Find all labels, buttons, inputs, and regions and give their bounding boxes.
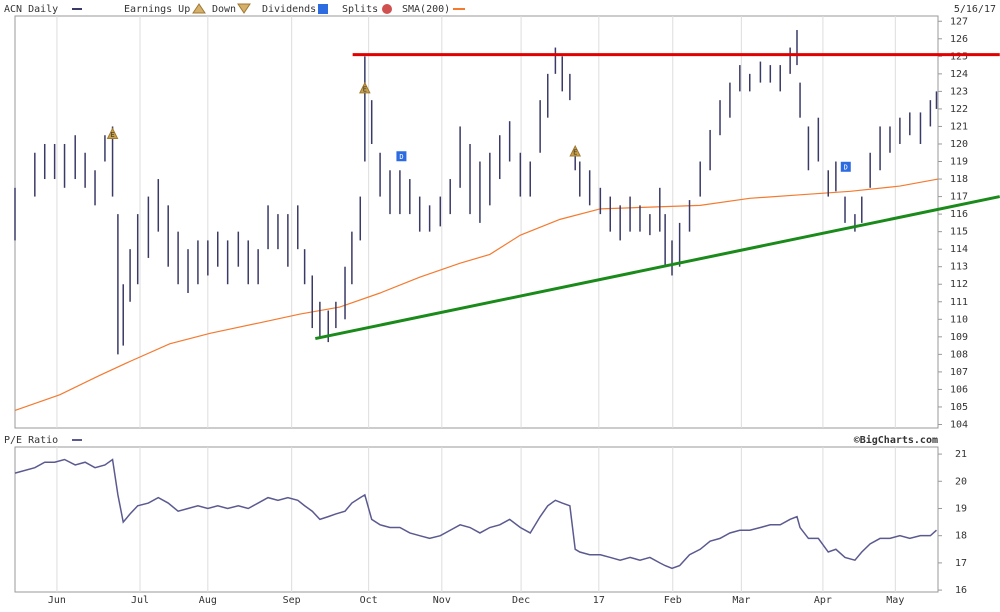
credit: ©BigCharts.com (854, 434, 938, 446)
y-tick-label: 126 (950, 34, 968, 45)
y-tick-label: 121 (950, 121, 968, 132)
y-tick-label: 114 (950, 244, 968, 255)
y-tick-label: 120 (950, 139, 968, 150)
dividend-label: D (844, 163, 848, 171)
earnings-label: E (110, 131, 114, 139)
y-tick-label: 108 (950, 349, 968, 360)
legend-label: Splits (342, 4, 378, 15)
dividend-marker (396, 151, 407, 162)
legend-icon (237, 3, 251, 14)
y-tick-label: 104 (950, 419, 968, 430)
y-tick-label: 123 (950, 86, 968, 97)
legend-label: SMA(200) (402, 4, 450, 15)
date-label: 5/16/17 (954, 4, 996, 15)
x-tick-label: Dec (512, 595, 530, 606)
chart-title: ACN Daily (4, 4, 58, 15)
x-tick-label: Jul (131, 595, 149, 606)
y-tick-label: 127 (950, 16, 968, 27)
legend-label: Down (212, 4, 236, 15)
x-tick-label: Feb (664, 595, 682, 606)
earnings-label: E (363, 85, 367, 93)
price-panel (14, 15, 939, 429)
x-tick-label: Nov (433, 595, 451, 606)
pe-panel (14, 446, 939, 593)
y-tick-label: 17 (955, 558, 967, 569)
y-tick-label: 122 (950, 104, 968, 115)
x-tick-label: Mar (732, 595, 750, 606)
legend-icon (192, 3, 206, 14)
pe-title: P/E Ratio (4, 435, 58, 446)
y-tick-label: 113 (950, 262, 968, 273)
legend-icon (382, 4, 392, 14)
pe-line (14, 458, 937, 570)
earnings-marker (569, 144, 582, 157)
y-tick-label: 118 (950, 174, 968, 185)
x-tick-label: Sep (283, 595, 301, 606)
y-tick-label: 18 (955, 531, 967, 542)
y-tick-label: 109 (950, 332, 968, 343)
y-tick-label: 125 (950, 51, 968, 62)
dividend-marker (840, 161, 851, 172)
y-tick-label: 119 (950, 157, 968, 168)
y-tick-label: 105 (950, 402, 968, 413)
y-tick-label: 19 (955, 503, 967, 514)
x-tick-label: 17 (593, 595, 605, 606)
earnings-marker (106, 127, 119, 139)
x-tick-label: May (886, 595, 904, 606)
legend-label: Dividends (262, 4, 316, 15)
legend-label: Earnings Up (124, 4, 190, 15)
y-tick-label: 116 (950, 209, 968, 220)
x-tick-label: Oct (360, 595, 378, 606)
x-tick-label: Aug (199, 595, 217, 606)
y-tick-label: 110 (950, 314, 968, 325)
y-tick-label: 112 (950, 279, 968, 290)
y-tick-label: 106 (950, 384, 968, 395)
dividend-label: D (399, 153, 403, 161)
y-tick-label: 107 (950, 367, 968, 378)
legend-icon (318, 4, 328, 14)
earnings-marker (359, 81, 371, 94)
earnings-label: E (573, 148, 577, 156)
y-tick-label: 111 (950, 297, 968, 308)
y-tick-label: 20 (955, 476, 967, 487)
x-tick-label: Jun (48, 595, 66, 606)
sma-line (14, 178, 939, 412)
y-tick-label: 117 (950, 192, 968, 203)
trendline (314, 195, 1000, 341)
y-tick-label: 16 (955, 585, 967, 596)
x-tick-label: Apr (814, 595, 832, 606)
y-tick-label: 124 (950, 69, 968, 80)
y-tick-label: 115 (950, 227, 968, 238)
y-tick-label: 21 (955, 449, 967, 460)
